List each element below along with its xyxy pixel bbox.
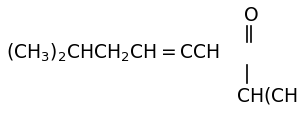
Text: $\mathrm{(CH_3)_2CHCH_2CH{=}CCH}$: $\mathrm{(CH_3)_2CHCH_2CH{=}CCH}$ bbox=[6, 42, 220, 64]
Text: $\mathrm{O}$: $\mathrm{O}$ bbox=[243, 6, 259, 25]
Text: $\mathrm{CH(CH_3)_2}$: $\mathrm{CH(CH_3)_2}$ bbox=[236, 86, 297, 108]
